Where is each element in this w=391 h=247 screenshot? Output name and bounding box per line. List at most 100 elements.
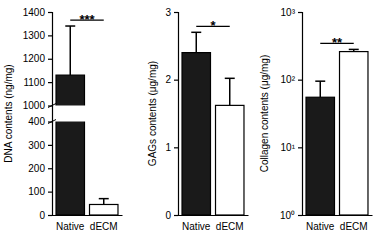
- error-bar-stem: [70, 26, 72, 75]
- y-tick: 10⁰: [280, 210, 302, 221]
- error-bar-stem: [103, 199, 105, 205]
- y-tick-label: 1: [165, 142, 171, 153]
- y-tick-label: 0: [165, 210, 171, 221]
- y-tick-label: 0: [39, 210, 45, 221]
- y-tick-mark: [48, 12, 52, 13]
- y-tick-label: 2: [165, 74, 171, 85]
- axis-break-gap: [53, 106, 122, 122]
- y-tick-mark: [48, 35, 52, 36]
- y-tick-mark: [174, 215, 178, 216]
- x-tick-label: Native: [182, 221, 211, 232]
- x-tick-label: dECM: [340, 221, 368, 232]
- y-tick-mark: [48, 145, 52, 146]
- x-axis: Native dECM: [303, 215, 373, 232]
- x-axis: Native dECM: [179, 215, 249, 232]
- y-tick: 1400: [23, 7, 52, 18]
- y-axis: 0 100 200 300 400 1000 1100 1200 1300 1400: [23, 7, 53, 221]
- y-tick: 2: [165, 74, 178, 85]
- panel: 0 1 2 3 Native dECM GAGs contents (μg/mg) *: [147, 7, 249, 232]
- y-axis-title: GAGs contents (μg/mg): [147, 61, 158, 166]
- significance-label: *: [210, 18, 216, 33]
- y-tick-mark: [48, 59, 52, 60]
- y-tick: 0: [39, 210, 52, 221]
- error-bar: [315, 81, 325, 97]
- error-bar-stem: [229, 78, 231, 105]
- error-bar-cap: [225, 78, 235, 80]
- x-tick-label: dECM: [90, 221, 118, 232]
- y-tick-label: 1300: [23, 30, 46, 41]
- y-tick-mark: [298, 215, 302, 216]
- x-tick: dECM: [90, 215, 118, 232]
- y-tick-label: 100: [28, 186, 45, 197]
- y-tick-label: 1000: [23, 100, 46, 111]
- bar: [306, 97, 334, 215]
- y-axis-line: [174, 13, 179, 216]
- error-bar: [99, 199, 109, 205]
- y-tick-label: 400: [28, 116, 45, 127]
- y-tick-mark: [48, 168, 52, 169]
- x-tick: Native: [306, 215, 335, 232]
- y-tick-label: 3: [165, 7, 171, 18]
- y-tick: 100: [28, 186, 52, 197]
- error-bar-cap: [349, 49, 359, 51]
- x-axis: Native dECM: [53, 215, 123, 232]
- error-bar-stem: [320, 81, 322, 97]
- y-tick: 1200: [23, 53, 52, 64]
- plot-area: [53, 26, 122, 215]
- x-tick: dECM: [340, 215, 368, 232]
- y-tick-mark: [298, 12, 302, 13]
- y-tick-label: 300: [28, 140, 45, 151]
- x-tick-label: Native: [56, 221, 85, 232]
- y-tick: 1: [165, 142, 178, 153]
- error-bar-cap: [315, 80, 325, 82]
- y-tick-mark: [298, 80, 302, 81]
- error-bar-cap: [65, 25, 75, 27]
- x-tick-label: Native: [306, 221, 335, 232]
- x-tick: Native: [56, 215, 85, 232]
- y-axis-title: Collagen contents (μg/mg): [259, 55, 270, 173]
- y-tick: 0: [165, 210, 178, 221]
- significance-label: ***: [79, 12, 95, 27]
- y-tick: 200: [28, 163, 52, 174]
- error-bar-cap: [191, 32, 201, 34]
- y-tick-label: 1100: [23, 77, 45, 88]
- y-tick: 1100: [23, 77, 52, 88]
- y-axis-title: DNA contents (ng/mg): [3, 64, 14, 162]
- error-bar: [225, 78, 235, 105]
- y-tick-label: 10²: [281, 74, 296, 85]
- plot-area: [306, 49, 368, 215]
- error-bar-stem: [196, 32, 198, 52]
- y-tick-label: 10¹: [281, 142, 296, 153]
- error-bar: [191, 32, 201, 52]
- error-bar-cap: [99, 198, 109, 200]
- x-axis-line: [53, 215, 123, 216]
- y-tick-mark: [174, 147, 178, 148]
- y-tick-label: 1400: [23, 7, 46, 18]
- axis-break-mark: [48, 120, 56, 124]
- y-tick-mark: [174, 80, 178, 81]
- y-tick: 1300: [23, 30, 52, 41]
- y-tick-mark: [48, 215, 52, 216]
- figure: 010020030040010001100120013001400Natived…: [0, 0, 391, 247]
- y-tick-label: 200: [28, 163, 45, 174]
- bar: [56, 75, 84, 215]
- y-axis-line: [298, 13, 303, 216]
- y-tick: 1000: [23, 100, 52, 111]
- x-axis-line: [303, 215, 373, 216]
- bar: [340, 52, 368, 215]
- x-axis-line: [179, 215, 249, 216]
- error-bar: [349, 49, 359, 51]
- y-tick: 400: [28, 116, 52, 127]
- y-axis: 0 1 2 3: [165, 7, 178, 221]
- x-tick: dECM: [216, 215, 244, 232]
- significance-label: **: [332, 35, 343, 50]
- y-tick: 3: [165, 7, 178, 18]
- y-tick-label: 1200: [23, 53, 46, 64]
- x-tick: Native: [182, 215, 211, 232]
- y-axis-line: [48, 13, 53, 216]
- y-tick: 10²: [281, 74, 302, 85]
- x-tick-label: dECM: [216, 221, 244, 232]
- axis-break-mark: [48, 104, 56, 108]
- y-tick-label: 10⁰: [280, 210, 295, 221]
- y-tick: 10¹: [281, 142, 302, 153]
